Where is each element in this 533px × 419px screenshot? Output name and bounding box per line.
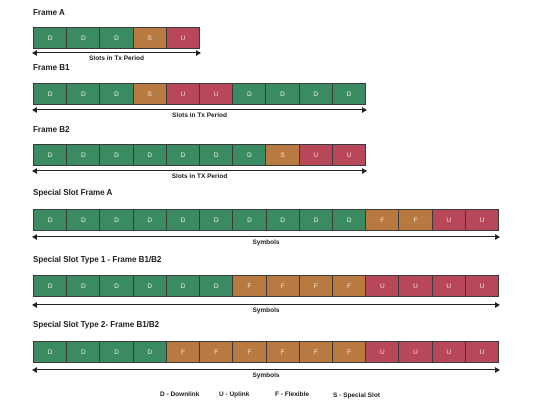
slot-downlink: D bbox=[34, 342, 68, 362]
slot-downlink: D bbox=[266, 210, 300, 230]
slot-uplink: U bbox=[432, 276, 466, 296]
slot-uplink: U bbox=[399, 276, 433, 296]
slot-downlink: D bbox=[166, 276, 201, 296]
slot-downlink: D bbox=[233, 145, 267, 165]
slot-flexible: F bbox=[233, 342, 267, 362]
special-slot-type1-span-arrow bbox=[32, 301, 500, 308]
legend-uplink: U - Uplink bbox=[219, 391, 250, 398]
slot-downlink: D bbox=[133, 210, 167, 230]
slot-downlink: D bbox=[100, 342, 134, 362]
slot-downlink: D bbox=[233, 84, 267, 104]
slot-flexible: F bbox=[332, 342, 367, 362]
slot-downlink: D bbox=[200, 145, 234, 165]
slot-downlink: D bbox=[133, 276, 167, 296]
slot-downlink: D bbox=[299, 210, 333, 230]
slot-downlink: D bbox=[200, 210, 234, 230]
slot-uplink: U bbox=[166, 28, 201, 48]
slot-flexible: F bbox=[299, 342, 333, 362]
slot-uplink: U bbox=[432, 342, 466, 362]
special-slot-frame-a-span-arrow bbox=[32, 233, 500, 240]
slot-flexible: F bbox=[233, 276, 267, 296]
slot-flexible: F bbox=[166, 342, 201, 362]
slot-special: S bbox=[133, 28, 167, 48]
special-slot-type2-span-arrow bbox=[32, 366, 500, 373]
slot-uplink: U bbox=[432, 210, 466, 230]
slot-flexible: F bbox=[299, 276, 333, 296]
slot-downlink: D bbox=[100, 28, 134, 48]
slot-uplink: U bbox=[465, 342, 500, 362]
slot-downlink: D bbox=[67, 276, 101, 296]
frame-a-span-arrow bbox=[32, 49, 201, 56]
frame-b2-span-arrow bbox=[32, 167, 367, 174]
legend-downlink: D - Downlink bbox=[160, 391, 200, 398]
slot-downlink: D bbox=[100, 276, 134, 296]
special-slot-frame-a-title: Special Slot Frame A bbox=[33, 188, 113, 197]
slot-downlink: D bbox=[67, 28, 101, 48]
special-slot-type1-title: Special Slot Type 1 - Frame B1/B2 bbox=[33, 255, 162, 264]
slot-downlink: D bbox=[67, 84, 101, 104]
special-slot-type1-span-label: Symbols bbox=[252, 307, 280, 314]
slot-downlink: D bbox=[100, 84, 134, 104]
slot-downlink: D bbox=[34, 210, 68, 230]
slot-downlink: D bbox=[133, 145, 167, 165]
legend-special-slot: S - Special Slot bbox=[333, 392, 380, 399]
slot-downlink: D bbox=[34, 84, 68, 104]
slot-uplink: U bbox=[200, 84, 234, 104]
frame-b2-title: Frame B2 bbox=[33, 125, 70, 134]
special-slot-frame-a-span-label: Symbols bbox=[252, 239, 280, 246]
slot-uplink: U bbox=[465, 210, 500, 230]
slot-downlink: D bbox=[332, 210, 367, 230]
slot-uplink: U bbox=[399, 342, 433, 362]
slot-downlink: D bbox=[67, 210, 101, 230]
special-slot-type2-span-label: Symbols bbox=[252, 372, 280, 379]
slot-downlink: D bbox=[133, 342, 167, 362]
slot-uplink: U bbox=[299, 145, 333, 165]
slot-uplink: U bbox=[465, 276, 500, 296]
slot-uplink: U bbox=[166, 84, 201, 104]
slot-flexible: F bbox=[366, 210, 400, 230]
special-slot-type2-title: Special Slot Type 2- Frame B1/B2 bbox=[33, 320, 160, 329]
frame-b2-span-label: Slots in TX Period bbox=[171, 173, 228, 180]
slot-flexible: F bbox=[332, 276, 367, 296]
frame-a-title: Frame A bbox=[33, 8, 65, 17]
slot-special: S bbox=[266, 145, 300, 165]
slot-downlink: D bbox=[34, 276, 68, 296]
slot-downlink: D bbox=[332, 84, 367, 104]
slot-downlink: D bbox=[67, 342, 101, 362]
slot-downlink: D bbox=[166, 210, 201, 230]
frame-b1-span-label: Slots in Tx Period bbox=[172, 112, 227, 119]
slot-downlink: D bbox=[200, 276, 234, 296]
slot-special: S bbox=[133, 84, 167, 104]
slot-downlink: D bbox=[67, 145, 101, 165]
slot-flexible: F bbox=[266, 276, 300, 296]
slot-downlink: D bbox=[34, 28, 68, 48]
slot-flexible: F bbox=[200, 342, 234, 362]
slot-downlink: D bbox=[100, 145, 134, 165]
slot-downlink: D bbox=[100, 210, 134, 230]
legend-flexible: F - Flexible bbox=[275, 391, 309, 398]
slot-downlink: D bbox=[166, 145, 201, 165]
slot-flexible: F bbox=[399, 210, 433, 230]
slot-uplink: U bbox=[366, 342, 400, 362]
slot-downlink: D bbox=[299, 84, 333, 104]
slot-downlink: D bbox=[233, 210, 267, 230]
slot-uplink: U bbox=[366, 276, 400, 296]
slot-flexible: F bbox=[266, 342, 300, 362]
slot-downlink: D bbox=[34, 145, 68, 165]
frame-b1-span-arrow bbox=[32, 106, 367, 113]
slot-uplink: U bbox=[332, 145, 367, 165]
slot-downlink: D bbox=[266, 84, 300, 104]
frame-b1-title: Frame B1 bbox=[33, 63, 70, 72]
frame-a-span-label: Slots in Tx Period bbox=[89, 55, 144, 62]
